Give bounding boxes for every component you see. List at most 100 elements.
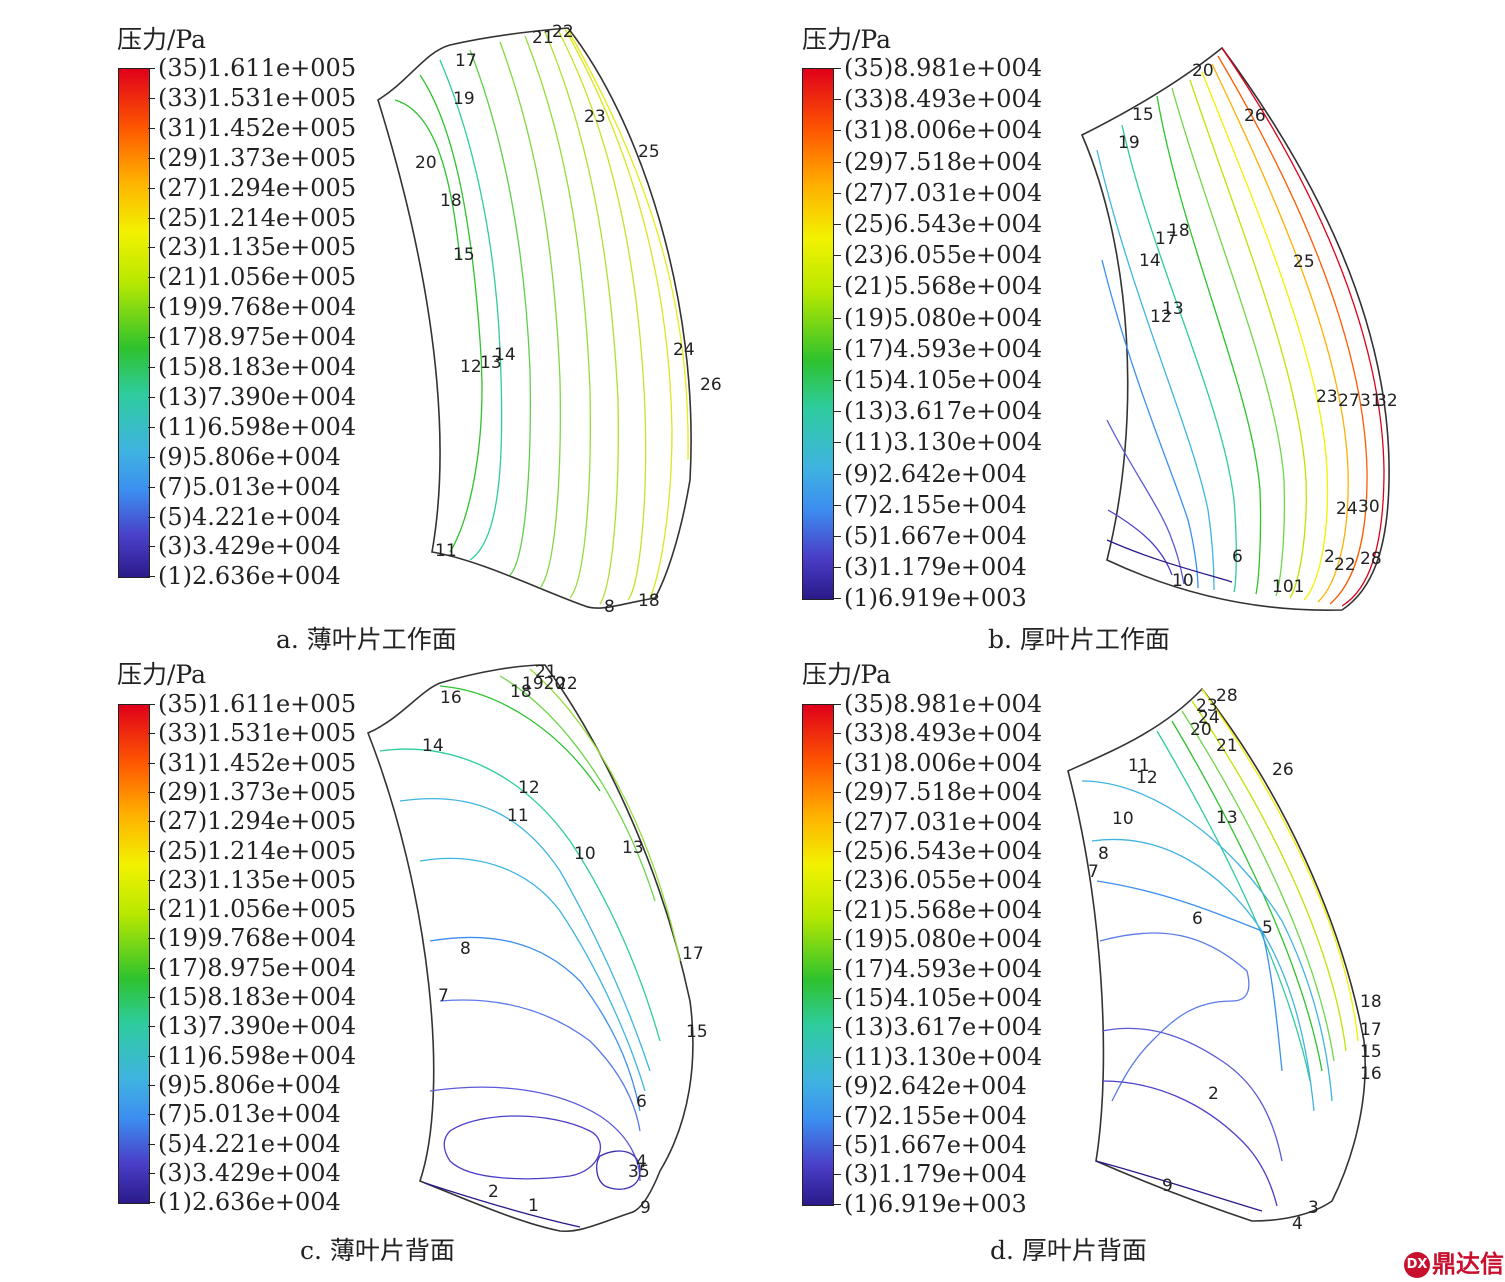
legend-label: (1)2.636e+004 <box>158 1188 341 1217</box>
legend-label: (33)8.493e+004 <box>844 85 1043 114</box>
contour-lines <box>1081 688 1359 1212</box>
contour-label: 26 <box>1244 106 1266 126</box>
legend-tick <box>148 938 155 940</box>
contour-label: 25 <box>1293 252 1315 272</box>
blade-contour-plot: 17 19 20 18 15 12 13 14 11 21 22 23 25 2… <box>377 22 722 617</box>
contour-label: 28 <box>1216 686 1238 706</box>
figure-caption: c. 薄叶片背面 <box>300 1236 455 1265</box>
legend-label: (23)1.135e+005 <box>158 233 357 262</box>
contour-label: 26 <box>1272 760 1294 780</box>
legend-label: (7)2.155e+004 <box>844 490 1027 519</box>
legend-tick <box>834 1203 841 1205</box>
legend-label: (11)3.130e+004 <box>844 428 1043 457</box>
legend-label: (17)4.593e+004 <box>844 954 1043 983</box>
legend-label: (1)6.919e+003 <box>844 1189 1027 1218</box>
legend-label: (19)9.768e+004 <box>158 293 357 322</box>
contour-label: 7 <box>438 986 449 1006</box>
brand-logo-icon: DX <box>1404 1252 1430 1278</box>
blade-contour-plot: 20 15 19 26 18 17 14 25 13 12 23 27 31 3… <box>1080 46 1398 612</box>
legend-label: (11)3.130e+004 <box>844 1042 1043 1071</box>
legend-tick <box>148 1202 155 1204</box>
legend-tick <box>834 1145 841 1146</box>
legend-tick <box>148 157 155 159</box>
legend-label: (13)3.617e+004 <box>844 1013 1043 1042</box>
contour-label: 10 <box>1112 809 1134 829</box>
contour-label: 18 <box>1168 221 1190 241</box>
contour-label: 12 <box>1150 307 1172 327</box>
legend-label: (15)4.105e+004 <box>844 366 1043 394</box>
contour-label: 19 <box>1118 133 1140 153</box>
contour-label: 6 <box>1192 909 1203 929</box>
legend-tick <box>148 1084 155 1086</box>
legend-label: (21)1.056e+005 <box>158 263 357 292</box>
legend-tick <box>834 380 841 381</box>
contour-label: 8 <box>1098 844 1109 864</box>
contour-label: 5 <box>1262 918 1273 938</box>
contour-label: 6 <box>636 1092 647 1112</box>
panel-b: 压力/Pa 20 15 19 26 18 17 14 25 <box>752 0 1504 654</box>
legend-tick <box>834 224 841 225</box>
contour-label: 9 <box>640 1198 651 1218</box>
contour-lines <box>379 668 681 1228</box>
contour-label: 8 <box>604 597 615 617</box>
legend-tick <box>148 1143 155 1145</box>
contour-label: 14 <box>1139 251 1161 271</box>
legend-label: (17)8.975e+004 <box>158 953 357 982</box>
contour-label: 7 <box>1088 862 1099 882</box>
contour-label: 28 <box>1360 549 1382 569</box>
legend-label: (5)1.667e+004 <box>844 522 1027 550</box>
legend-label: (25)1.214e+005 <box>158 836 357 865</box>
contour-label: 26 <box>700 375 722 395</box>
contour-labels: 28 23 24 20 21 26 11 12 10 13 8 7 6 5 18… <box>1088 686 1382 1234</box>
legend-tick <box>834 968 841 970</box>
contour-label: 2 <box>1208 1084 1219 1104</box>
legend-tick <box>148 217 155 219</box>
unit-title: 压力/Pa <box>117 25 207 54</box>
contour-label: 12 <box>518 778 540 798</box>
legend-label: (1)6.919e+003 <box>844 584 1027 613</box>
legend-tick <box>148 762 155 764</box>
contour-label: 14 <box>422 736 444 756</box>
legend-label: (9)5.806e+004 <box>158 442 341 471</box>
legend-tick <box>834 762 841 764</box>
contour-label: 21 <box>535 662 557 682</box>
contour-label: 3 <box>1308 1198 1319 1218</box>
legend-tick <box>834 536 841 537</box>
contour-label: 6 <box>1232 547 1243 567</box>
legend-label: (19)5.080e+004 <box>844 925 1043 954</box>
legend-label: (31)8.006e+004 <box>844 748 1043 777</box>
figure-caption: a. 薄叶片工作面 <box>276 625 457 654</box>
legend-tick <box>834 567 841 569</box>
unit-title: 压力/Pa <box>802 660 892 689</box>
contour-label: 19 <box>453 89 475 109</box>
legend-tick <box>834 1086 841 1088</box>
legend-label: (19)5.080e+004 <box>844 303 1043 332</box>
contour-label: 32 <box>1376 391 1398 411</box>
legend-label: (13)7.390e+004 <box>158 382 357 411</box>
legend-tick <box>148 97 155 99</box>
legend-tick <box>834 1027 841 1029</box>
legend-tick <box>148 967 155 969</box>
legend-tick <box>148 68 155 69</box>
contour-label: 20 <box>1190 720 1212 740</box>
legend-tick <box>834 851 841 852</box>
legend-label: (7)5.013e+004 <box>158 472 341 501</box>
contour-label: 35 <box>628 1162 650 1182</box>
legend-label: (13)3.617e+004 <box>844 397 1043 426</box>
legend-label: (35)1.611e+005 <box>158 690 357 718</box>
legend-label: (29)7.518e+004 <box>844 778 1043 807</box>
blade-contour-plot: 16 21 1920 22 18 14 12 11 10 13 8 17 7 1… <box>366 662 708 1233</box>
contour-label: 15 <box>1360 1042 1382 1062</box>
contour-labels: 16 21 1920 22 18 14 12 11 10 13 8 17 7 1… <box>422 662 708 1218</box>
contour-label: 11 <box>1128 756 1150 776</box>
figure-caption: b. 厚叶片工作面 <box>988 625 1170 654</box>
legend-tick <box>834 68 841 69</box>
legend-tick <box>148 516 155 518</box>
legend-tick <box>148 546 155 548</box>
contour-label: 30 <box>1358 497 1380 517</box>
contour-label: 18 <box>510 682 532 702</box>
legend-label: (21)1.056e+005 <box>158 895 357 924</box>
legend-label: (7)5.013e+004 <box>158 1100 341 1129</box>
contour-label: 2 <box>1324 547 1335 567</box>
contour-label: 23 <box>1316 387 1338 407</box>
